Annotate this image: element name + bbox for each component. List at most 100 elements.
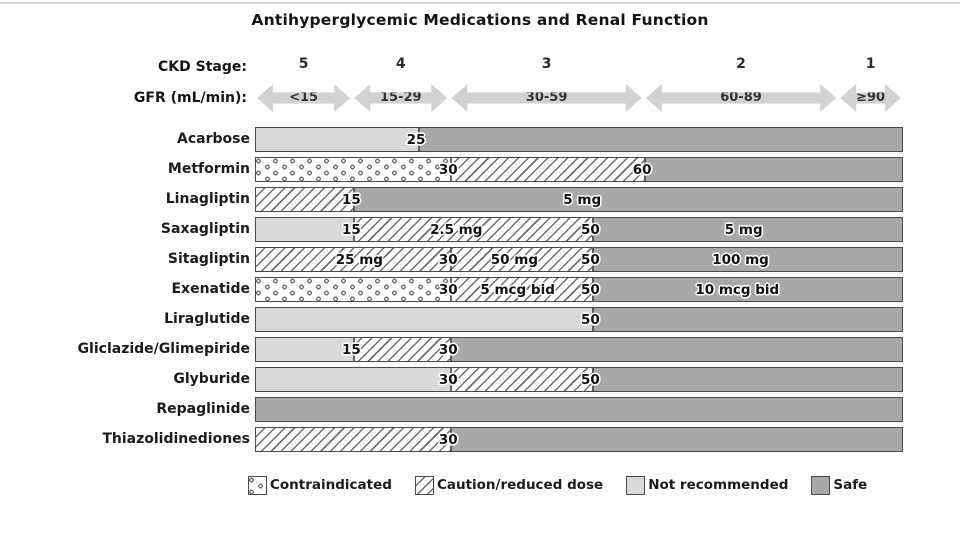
medication-label: Thiazolidinediones xyxy=(102,431,250,447)
ckd-stage-number: 5 xyxy=(298,56,309,72)
gfr-range-arrow: 60-89 xyxy=(646,84,836,112)
ckd-stage-number: 2 xyxy=(736,56,746,72)
medication-bar: 30 50 xyxy=(255,367,903,392)
ckd-stage-number: 3 xyxy=(541,56,552,72)
threshold-divider xyxy=(449,427,452,452)
bar-segment-not_recommended xyxy=(256,308,592,331)
medication-bar: 30 60 xyxy=(255,157,903,182)
medication-label: Glyburide xyxy=(173,371,250,387)
threshold-value: 50 xyxy=(581,311,600,328)
threshold-value: 30 xyxy=(438,281,458,298)
medication-label: Saxagliptin xyxy=(160,221,250,237)
medication-bar: 30 50 5 mcg bid 10 mcg bid xyxy=(255,277,903,302)
threshold-value: 50 xyxy=(581,221,600,238)
legend-item: Caution/reduced dose xyxy=(414,475,604,495)
medication-label: Gliclazide/Glimepiride xyxy=(77,341,250,357)
threshold-value: 30 xyxy=(438,341,458,358)
medication-bar: 30 50 25 mg 50 mg 100 mg xyxy=(255,247,903,272)
legend-swatch-contraindicated xyxy=(248,475,267,495)
bar-segment-not_recommended xyxy=(256,368,450,391)
medication-bar: 15 50 2.5 mg 5 mg xyxy=(255,217,903,242)
bar-segment-contraindicated xyxy=(256,158,450,181)
gfr-range-label: ≥90 xyxy=(856,90,886,105)
ckd-stage-label: CKD Stage: xyxy=(158,59,247,75)
bar-segment-not_recommended xyxy=(256,128,418,151)
legend-swatch-safe xyxy=(811,475,831,495)
legend-item: Contraindicated xyxy=(248,475,392,495)
gfr-range-label: 30-59 xyxy=(525,90,568,105)
threshold-value: 50 xyxy=(581,371,600,388)
gfr-range-arrow: 30-59 xyxy=(451,84,641,112)
medication-bar: 30 xyxy=(255,427,903,452)
bar-segment-caution xyxy=(352,218,592,241)
bar-segment-safe xyxy=(591,308,902,331)
ckd-stage-number: 1 xyxy=(865,56,876,72)
threshold-value: 50 xyxy=(581,251,600,268)
medication-label: Linagliptin xyxy=(165,191,250,207)
threshold-divider xyxy=(352,217,355,242)
bar-segment-not_recommended xyxy=(256,338,353,361)
threshold-value: 15 xyxy=(341,191,361,208)
gfr-range-arrow: <15 xyxy=(257,84,350,112)
bar-segment-safe xyxy=(591,278,902,301)
gfr-axis-label: GFR (mL/min): xyxy=(133,90,247,106)
bar-segment-caution xyxy=(256,188,353,211)
threshold-divider xyxy=(352,337,355,362)
bar-segment-safe xyxy=(256,398,902,421)
threshold-divider xyxy=(417,127,420,152)
threshold-divider xyxy=(591,247,594,272)
dose-label: 50 mg xyxy=(490,251,538,268)
medication-bar: 50 xyxy=(255,307,903,332)
bar-segment-caution xyxy=(256,428,450,451)
legend-label: Caution/reduced dose xyxy=(436,477,604,493)
top-divider-line xyxy=(0,2,960,4)
medication-label: Acarbose xyxy=(177,131,250,147)
bar-segment-caution xyxy=(352,338,450,361)
threshold-value: 25 xyxy=(406,131,426,148)
threshold-divider xyxy=(352,187,355,212)
threshold-divider xyxy=(591,277,594,302)
medication-label: Metformin xyxy=(167,161,250,177)
threshold-divider xyxy=(591,307,594,332)
medication-label: Exenatide xyxy=(171,281,250,297)
gfr-range-arrow: ≥90 xyxy=(840,84,901,112)
legend-label: Not recommended xyxy=(648,477,789,493)
threshold-value: 50 xyxy=(581,281,600,298)
dose-label: 100 mg xyxy=(712,251,769,268)
threshold-divider xyxy=(591,367,594,392)
bar-segment-safe xyxy=(449,338,902,361)
bar-segment-safe xyxy=(591,218,902,241)
bar-segment-safe xyxy=(591,248,902,271)
bar-segment-caution xyxy=(449,278,592,301)
threshold-value: 15 xyxy=(341,341,361,358)
bar-segment-safe xyxy=(591,368,902,391)
threshold-value: 60 xyxy=(632,161,652,178)
bar-segment-safe xyxy=(449,428,902,451)
threshold-divider xyxy=(449,157,452,182)
legend-swatch-not_recommended xyxy=(626,475,646,495)
threshold-value: 15 xyxy=(341,221,361,238)
medication-bar: 25 xyxy=(255,127,903,152)
bar-segment-caution xyxy=(256,248,592,271)
dose-label: 5 mg xyxy=(563,191,602,208)
dose-label: 10 mcg bid xyxy=(695,281,780,298)
gfr-range-label: 60-89 xyxy=(720,90,762,105)
dose-label: 25 mg xyxy=(335,251,383,268)
bar-segment-caution xyxy=(449,158,644,181)
gfr-range-arrow: 15-29 xyxy=(354,84,447,112)
medication-label: Liraglutide xyxy=(164,311,250,327)
legend-label: Safe xyxy=(833,477,868,493)
legend-label: Contraindicated xyxy=(270,477,392,493)
dose-label: 5 mcg bid xyxy=(480,281,555,298)
dose-label: 2.5 mg xyxy=(430,221,483,238)
threshold-value: 30 xyxy=(438,251,458,268)
bar-segment-safe xyxy=(417,128,902,151)
bar-segment-contraindicated xyxy=(256,278,450,301)
bar-segment-caution xyxy=(449,368,592,391)
dose-label: 5 mg xyxy=(724,221,763,238)
bar-segment-safe xyxy=(352,188,902,211)
legend-item: Safe xyxy=(811,475,868,495)
threshold-divider xyxy=(643,157,646,182)
legend-item: Not recommended xyxy=(626,475,789,495)
